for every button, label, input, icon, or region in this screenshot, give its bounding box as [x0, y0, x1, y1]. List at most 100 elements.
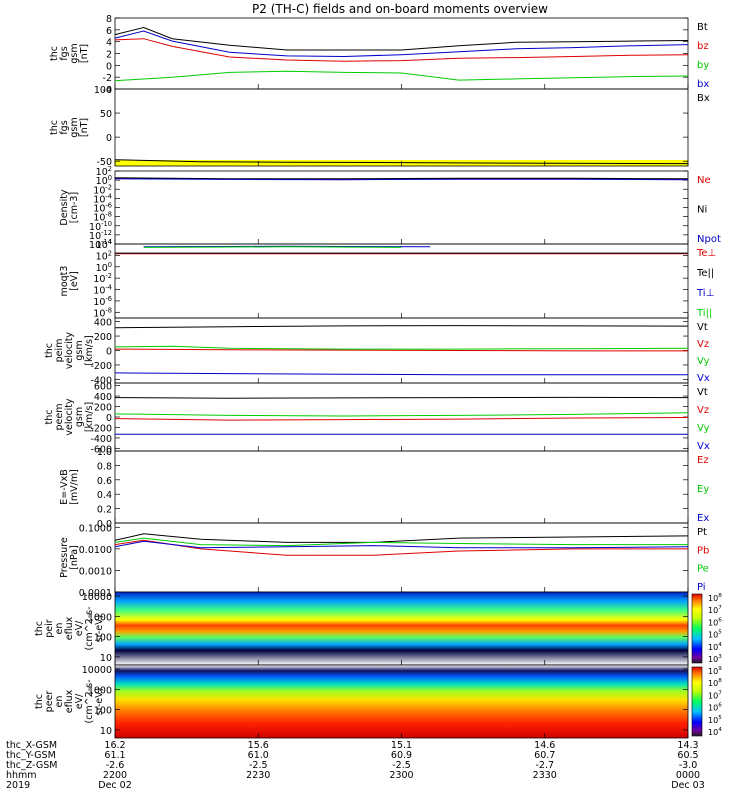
y-axis-label: sr-eV) [94, 615, 105, 643]
y-axis-label: (cm^2-s- [84, 607, 95, 651]
date-start: Dec 02 [98, 780, 132, 791]
y-tick-label: 0.0010 [79, 566, 112, 577]
orbit-value: 60.5 [677, 750, 698, 761]
y-tick-label: 100 [96, 261, 112, 274]
y-tick-label: 102 [96, 249, 112, 262]
legend-entry: Ti|| [696, 308, 712, 319]
y-tick-label: 200 [94, 332, 112, 343]
y-axis-label: en [54, 623, 65, 635]
colorbar-tick: 104 [708, 727, 722, 737]
y-tick-label: -400 [90, 434, 112, 445]
y-tick-label: 10-12 [89, 229, 112, 242]
y-tick-label: 0.8 [97, 461, 112, 472]
series-by [114, 70, 689, 82]
y-axis-label: (cm^2-s- [84, 680, 95, 724]
y-axis-label: [mV/m] [69, 469, 80, 505]
orbit-value: 2300 [389, 770, 413, 781]
panel-frame [114, 450, 689, 524]
y-axis-label: fgs [59, 120, 70, 134]
y-axis-label: Pressure [59, 537, 70, 578]
legend-entry: Vz [697, 339, 709, 350]
y-tick-label: 10-6 [93, 202, 112, 215]
series-Vx [114, 372, 688, 376]
y-tick-label: -200 [90, 361, 112, 372]
y-tick-label: 10-14 [89, 238, 112, 251]
y-axis-label: velocity [64, 398, 75, 436]
legend-entry: Vz [697, 405, 709, 416]
legend-entry: Pb [697, 545, 709, 556]
orbit-value: 14.3 [677, 740, 698, 751]
series-Pt [114, 533, 689, 543]
legend-entry: Ey [697, 484, 709, 495]
series-Vy [114, 345, 689, 350]
y-tick-label: 0 [106, 347, 112, 358]
y-tick-label: 0.0 [97, 519, 112, 530]
series-Bx [114, 159, 689, 165]
y-axis-label: thc [34, 621, 45, 636]
y-tick-label: 0 [106, 413, 112, 424]
panel-frame [114, 17, 689, 90]
series-Vt [114, 396, 689, 399]
y-axis-label: thc [44, 343, 55, 358]
panel-frame [114, 243, 689, 319]
legend-entry: Vx [697, 441, 710, 452]
panel-frame [114, 522, 689, 593]
y-axis-label: thc [49, 46, 60, 61]
spectrogram-ion [115, 592, 688, 665]
y-tick-label: 4 [106, 38, 112, 49]
series-Bt [114, 26, 689, 51]
y-tick-label: 8 [106, 14, 112, 25]
colorbar-tick: 108 [708, 593, 722, 603]
y-axis-label: [nT] [79, 118, 90, 137]
y-tick-label: -2 [103, 73, 112, 84]
series-Pe [114, 537, 688, 547]
legend-entry: Ne [697, 175, 711, 186]
colorbar-tick: 108 [708, 678, 722, 688]
legend-entry: Te⊥ [696, 248, 716, 259]
legend-entry: Vx [697, 373, 710, 384]
orbit-table: thc_X-GSM 16.2 15.6 15.1 14.6 14.3 thc_Y-GSM 61… [6, 740, 705, 791]
panel-pressure: 0.1000 0.0100 0.0010 0.0001 Pressure [nPa] Pt P… [59, 522, 709, 599]
y-axis-label: eV/ [74, 620, 85, 636]
orbit-value: -2.5 [392, 760, 411, 771]
y-axis-label: gsm [69, 43, 80, 63]
y-axis-label: [km/s] [84, 402, 95, 432]
orbit-value: 60.9 [391, 750, 412, 761]
y-axis-label: eV/ [74, 693, 85, 709]
y-tick-label: -400 [90, 375, 112, 386]
y-tick-label: 0.2 [97, 505, 112, 516]
y-tick-label: 10 [100, 726, 112, 737]
y-tick-label: 1000 [88, 612, 112, 623]
y-tick-label: 6 [106, 26, 112, 37]
orbit-row-label: hhmm [6, 770, 37, 781]
orbit-value: 16.2 [104, 740, 125, 751]
orbit-value: 60.7 [534, 750, 555, 761]
y-axis-label: gsm [74, 407, 85, 427]
colorbar [691, 593, 703, 664]
orbit-value: -2.7 [535, 760, 554, 771]
y-axis-label: [nPa] [69, 545, 80, 570]
colorbar-tick: 107 [708, 605, 722, 615]
legend-entry: bx [697, 79, 709, 90]
y-axis-label: fgs [59, 46, 70, 60]
series-bx [114, 30, 689, 58]
y-tick-label: 10-4 [93, 192, 112, 205]
y-tick-label: 104 [96, 238, 112, 251]
legend-entry: Ex [697, 513, 709, 524]
legend-entry: Vy [697, 423, 710, 434]
series-Ti⊥ [143, 245, 431, 248]
y-tick-label: 0.1000 [79, 523, 112, 534]
orbit-value: 15.1 [391, 740, 412, 751]
legend-entry: Te|| [696, 268, 714, 279]
y-tick-label: 100 [96, 174, 112, 187]
y-tick-label: 10000 [82, 665, 112, 676]
y-axis-label: [cm-3] [69, 192, 80, 223]
y-axis-label: [km/s] [84, 335, 95, 365]
colorbar-tick: 106 [708, 703, 722, 713]
y-tick-label: 0.6 [97, 476, 112, 487]
y-axis-label: moqt3 [59, 266, 70, 297]
